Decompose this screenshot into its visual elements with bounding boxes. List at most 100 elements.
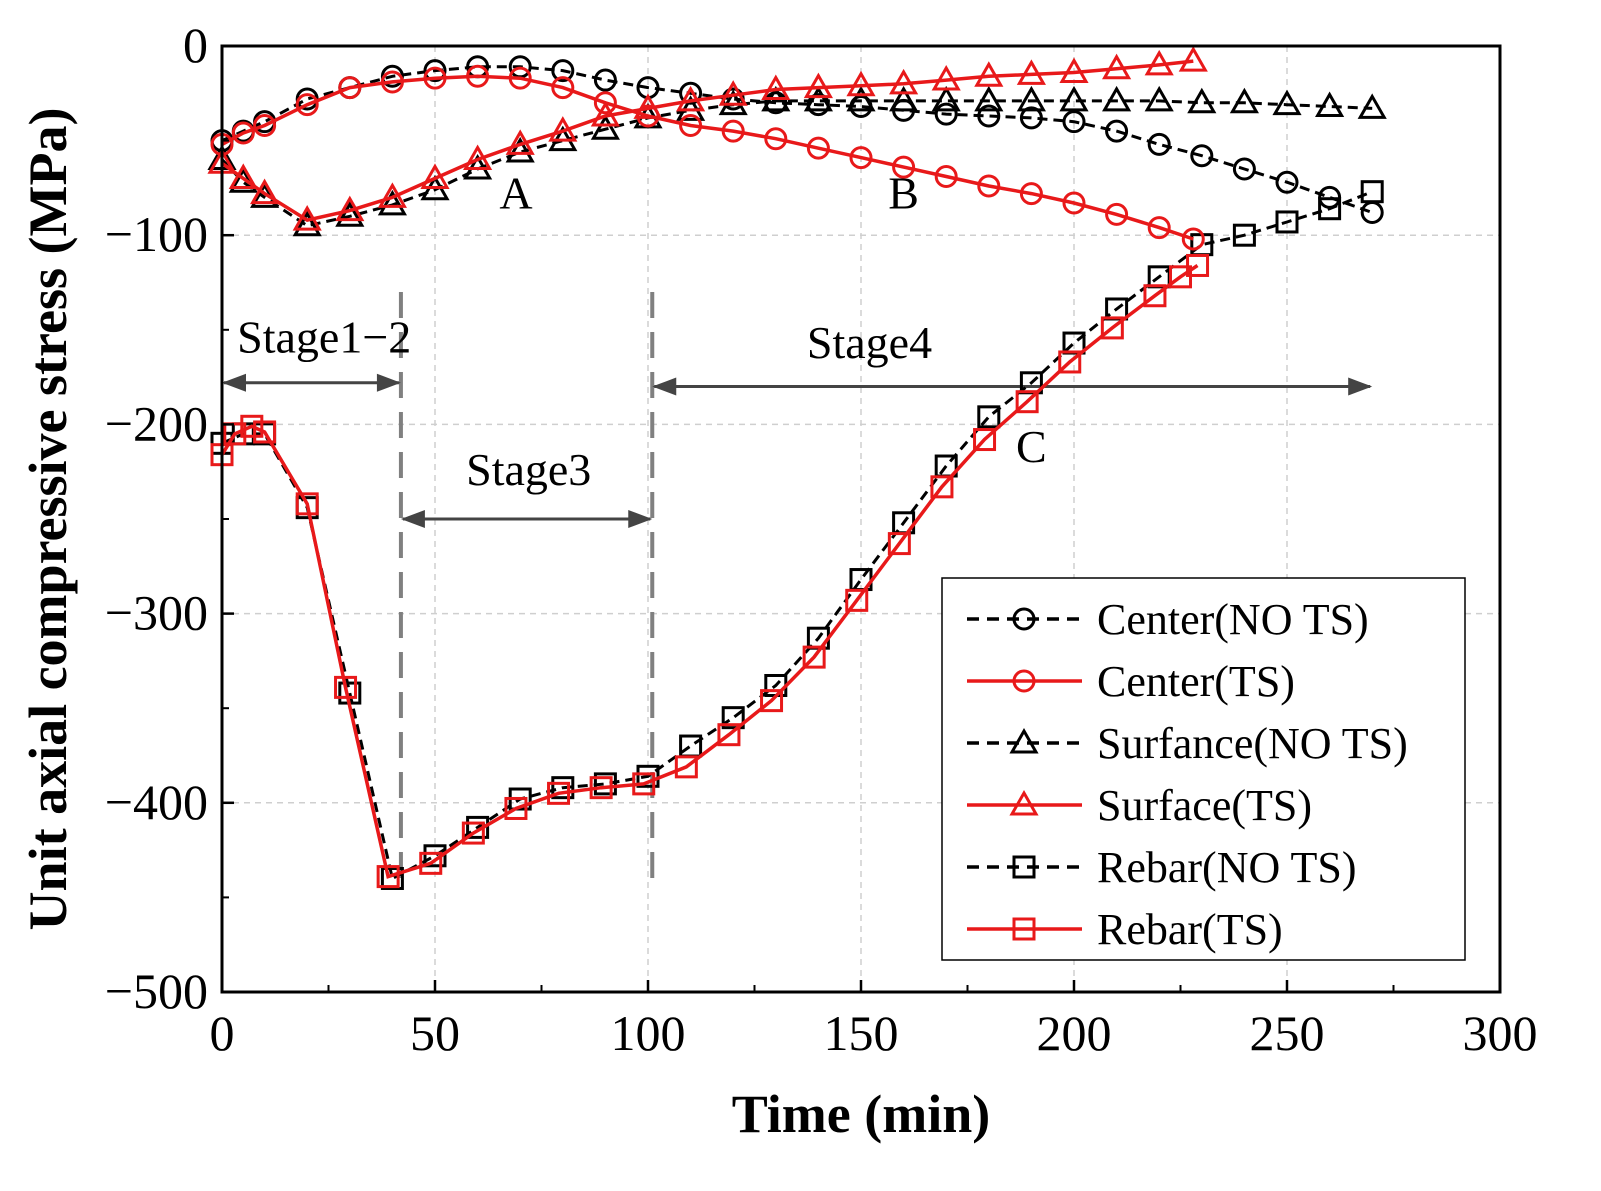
data-point-center-ts <box>892 155 916 179</box>
data-point-center-ts <box>721 119 745 143</box>
data-point-center-no-ts <box>1190 144 1214 168</box>
data-point-center-no-ts <box>1062 110 1086 134</box>
data-point-center-ts <box>253 113 277 137</box>
series-line-surface-ts <box>220 59 1194 222</box>
data-point-rebar-no-ts <box>466 815 490 839</box>
data-point-rebar-ts <box>674 755 698 779</box>
data-point-surfance-no-ts <box>505 136 535 163</box>
data-point-surface-ts <box>250 178 280 205</box>
data-point-center-no-ts <box>1147 132 1171 156</box>
data-point-surface-ts <box>803 72 833 99</box>
data-point-surfance-no-ts <box>1102 85 1132 112</box>
data-point-surface-ts <box>718 80 748 106</box>
stage-arrow-head <box>1348 377 1373 396</box>
data-point-surfance-no-ts <box>846 85 876 112</box>
legend-swatch-marker <box>1012 669 1036 693</box>
data-point-center-ts <box>679 113 703 137</box>
data-point-surfance-no-ts <box>377 189 407 216</box>
y-tick-label: 0 <box>183 17 208 73</box>
legend-swatch-marker <box>1012 917 1036 941</box>
data-point-rebar-no-ts <box>1275 210 1299 234</box>
data-point-rebar-ts <box>504 796 528 820</box>
data-point-rebar-ts <box>461 821 485 845</box>
data-point-surfance-no-ts <box>931 85 961 112</box>
data-point-rebar-ts <box>295 492 319 516</box>
x-axis-title: Time (min) <box>732 1084 990 1144</box>
data-point-surface-ts <box>377 182 407 208</box>
data-point-rebar-ts <box>376 865 400 889</box>
legend-label: Rebar(NO TS) <box>1097 843 1356 892</box>
data-point-surface-ts <box>1178 46 1208 72</box>
series-line-surfance-no-ts <box>220 99 1373 228</box>
x-tick-label: 50 <box>410 1005 460 1061</box>
data-point-center-ts <box>977 174 1001 198</box>
data-point-surfance-no-ts <box>974 85 1004 112</box>
data-point-center-ts <box>466 64 490 88</box>
annotation-stage3: Stage3 <box>466 444 591 495</box>
data-point-rebar-no-ts <box>593 772 617 796</box>
data-point-surfance-no-ts <box>1059 85 1089 112</box>
data-point-surface-ts <box>1102 53 1132 80</box>
x-tick-label: 100 <box>611 1005 686 1061</box>
data-point-surface-ts <box>676 85 706 112</box>
legend: Center(NO TS) Center(TS) Surfance(NO TS) Su… <box>941 577 1466 961</box>
data-point-rebar-ts <box>334 675 358 699</box>
y-tick-label: −200 <box>105 395 208 451</box>
data-point-rebar-ts <box>1015 390 1039 414</box>
data-point-rebar-ts <box>802 645 826 669</box>
y-tick-label: −400 <box>105 774 208 830</box>
data-point-center-ts <box>593 91 617 115</box>
data-point-center-no-ts <box>1360 200 1384 224</box>
data-point-surface-ts <box>761 74 791 101</box>
data-point-rebar-no-ts <box>1232 223 1256 247</box>
data-point-center-ts <box>423 66 447 90</box>
data-point-center-no-ts <box>1232 157 1256 181</box>
data-point-rebar-ts <box>240 414 264 438</box>
legend-item: Center(NO TS) <box>967 595 1369 644</box>
legend-item: Rebar(NO TS) <box>967 843 1356 892</box>
legend-item: Center(TS) <box>967 657 1295 706</box>
data-point-rebar-ts <box>419 851 443 875</box>
data-point-rebar-ts <box>547 781 571 805</box>
stage-arrow-head <box>652 377 677 396</box>
data-point-surfance-no-ts <box>1229 87 1259 114</box>
data-point-center-no-ts <box>1275 170 1299 194</box>
data-point-rebar-ts <box>223 422 247 446</box>
data-point-rebar-ts <box>887 532 911 556</box>
data-point-surface-ts <box>228 163 258 189</box>
y-tick-label: −100 <box>105 206 208 262</box>
series-line-center-ts <box>221 74 1194 241</box>
data-point-surfance-no-ts <box>1016 85 1046 112</box>
data-point-center-ts <box>380 70 404 94</box>
data-point-rebar-ts <box>253 420 277 444</box>
data-point-rebar-ts <box>1143 284 1167 308</box>
data-point-center-ts <box>1019 182 1043 206</box>
data-point-rebar-no-ts <box>423 844 447 868</box>
series-rebar-ts <box>210 253 1210 889</box>
data-point-center-no-ts <box>551 59 575 83</box>
y-tick-label: −300 <box>105 585 208 641</box>
axis-ticks: 0 50 100 150 200 250 300 0 −100 −200 −300 −400 −500 <box>105 17 1538 1061</box>
data-point-center-ts <box>1181 227 1205 251</box>
data-point-surface-ts <box>1144 49 1174 76</box>
annotation-stage1-2: Stage1−2 <box>237 312 411 363</box>
data-point-surface-ts <box>335 195 365 222</box>
data-point-surface-ts <box>420 163 450 189</box>
data-point-center-ts <box>338 76 362 100</box>
data-point-surfance-no-ts <box>803 85 833 112</box>
data-point-surface-ts <box>590 100 620 127</box>
legend-box <box>941 577 1466 961</box>
data-point-rebar-no-ts <box>1318 197 1342 221</box>
annotation-c: C <box>1016 421 1047 472</box>
x-tick-label: 150 <box>824 1005 899 1061</box>
data-point-surfance-no-ts <box>1272 89 1302 116</box>
stage-arrows <box>222 373 1373 528</box>
data-point-rebar-ts <box>760 689 784 713</box>
legend-swatch-marker <box>1009 789 1039 816</box>
data-point-center-no-ts <box>679 81 703 105</box>
legend-label: Center(NO TS) <box>1097 595 1369 644</box>
data-point-rebar-ts <box>589 776 613 800</box>
data-point-surface-ts <box>1016 59 1046 85</box>
